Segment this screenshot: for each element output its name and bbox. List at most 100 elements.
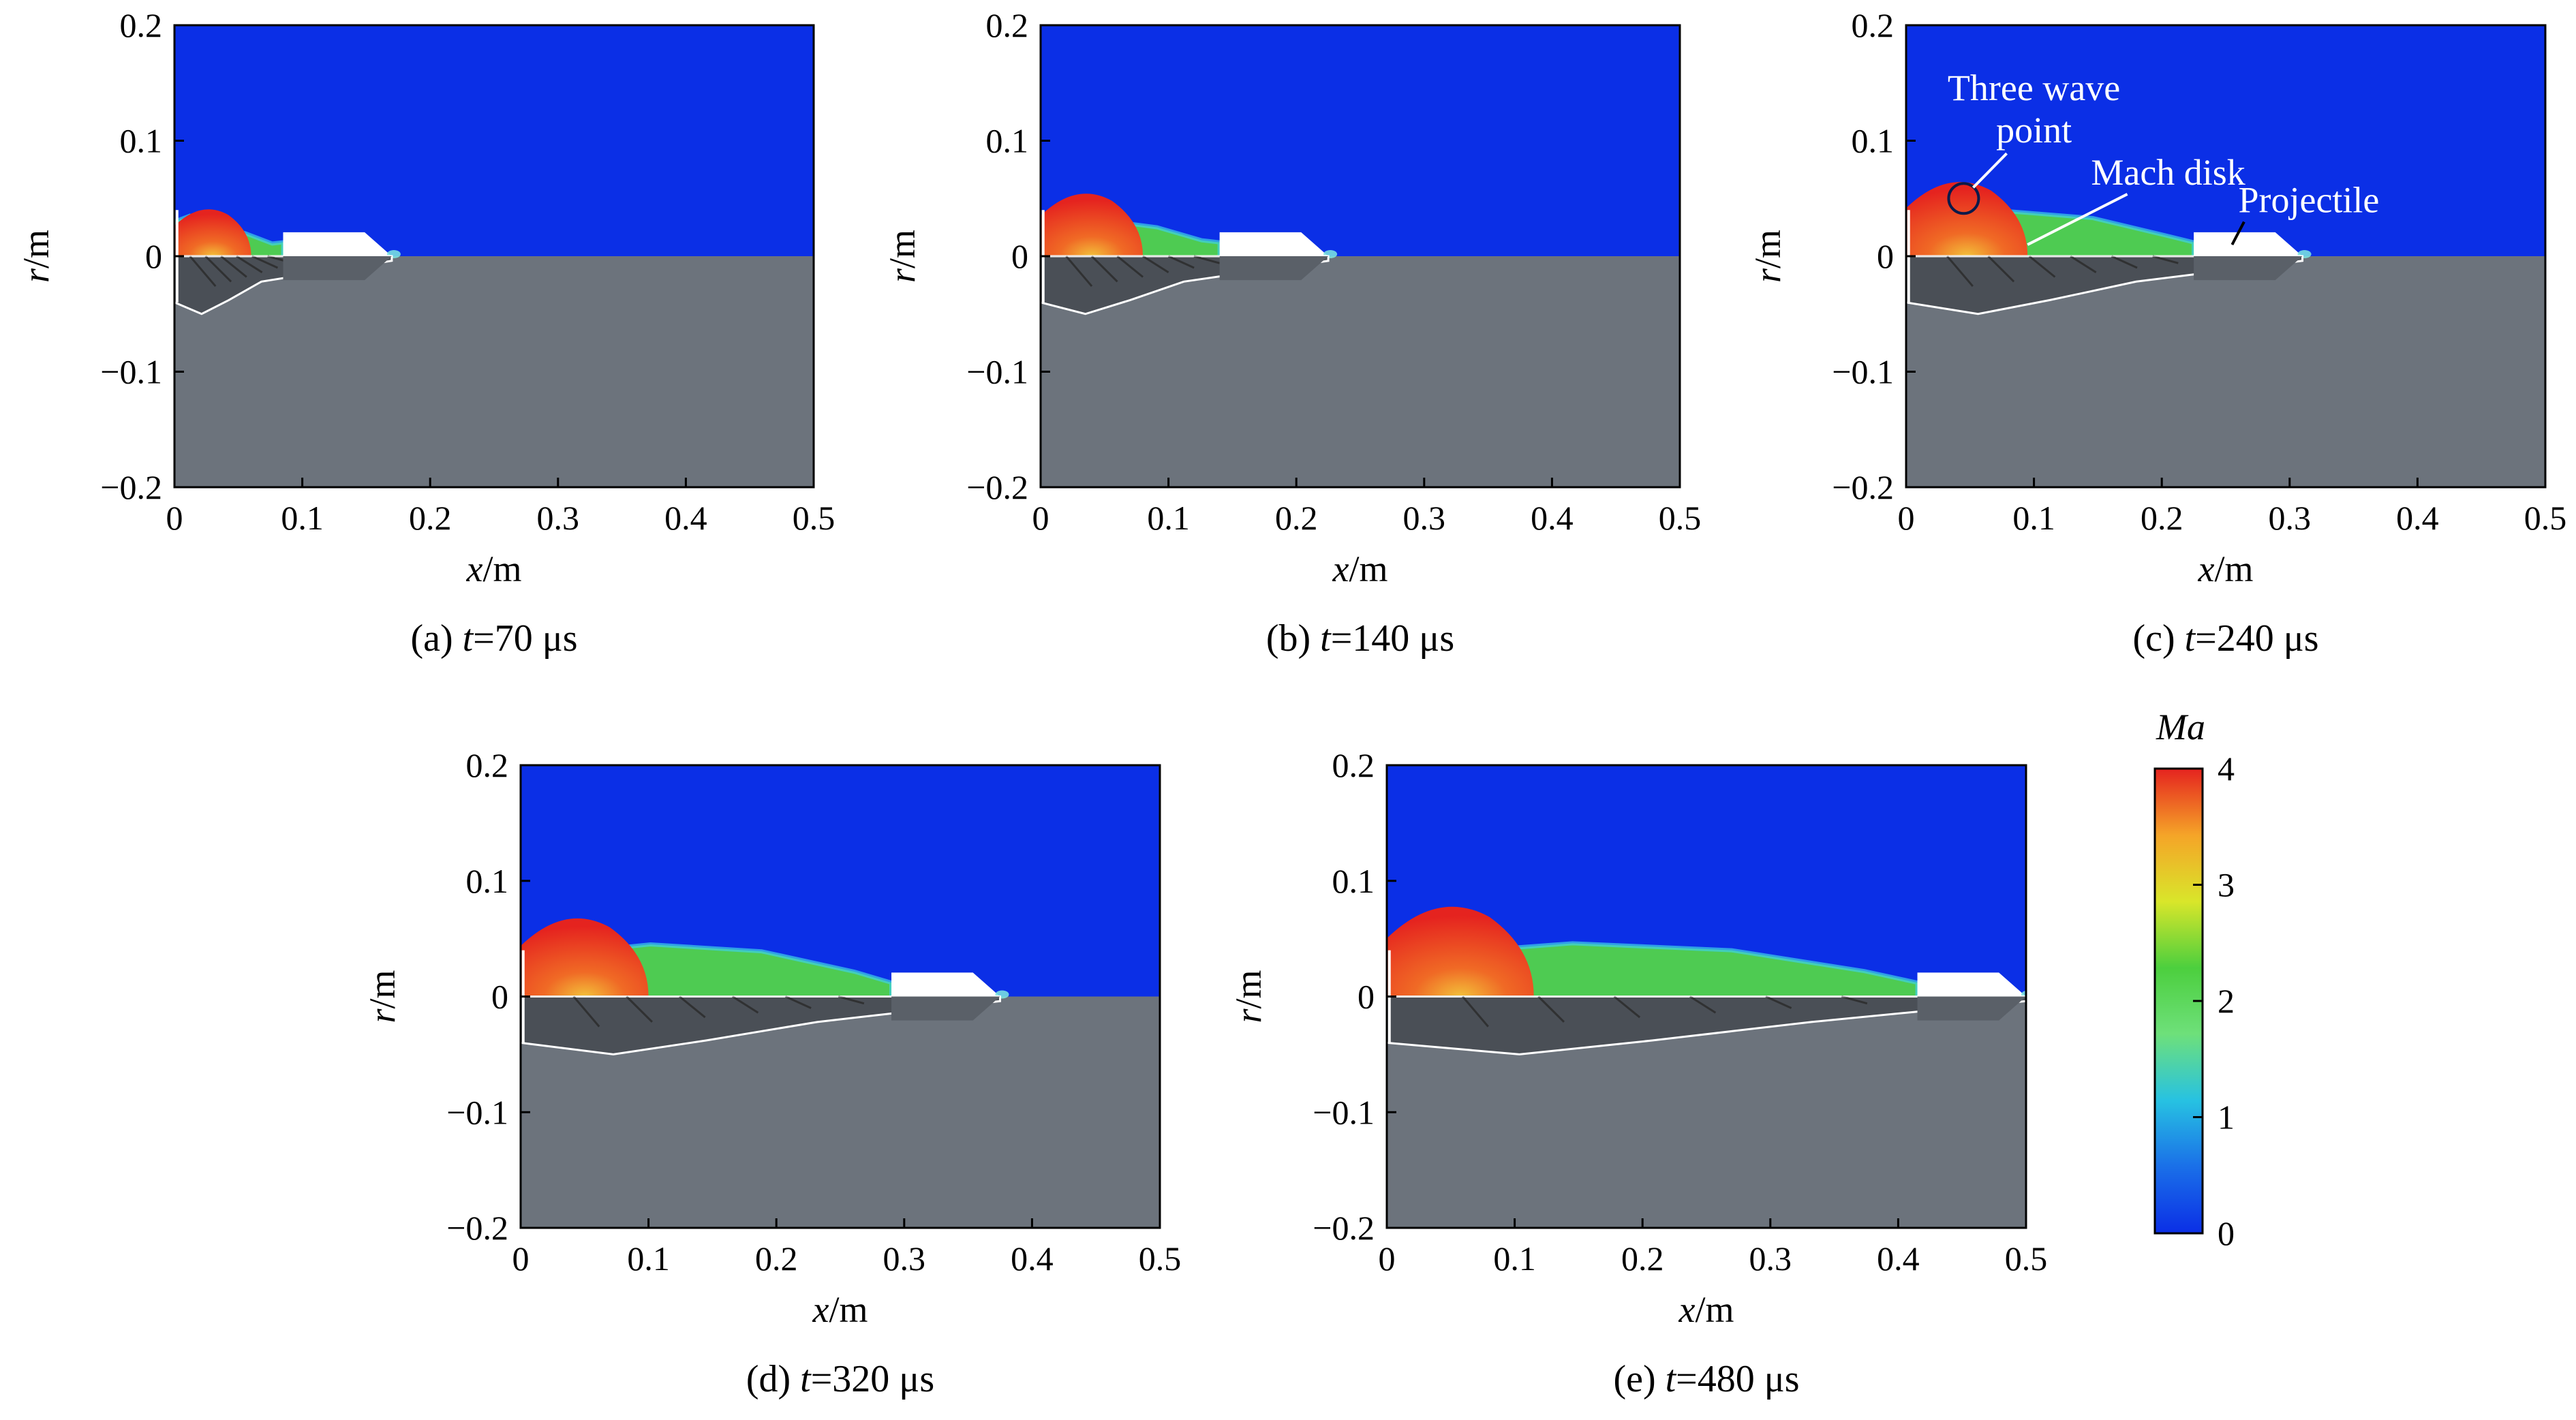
caption-var: t <box>1666 1358 1677 1400</box>
schlieren-wave <box>1065 256 1093 288</box>
x-axis-unit: /m <box>2214 549 2253 589</box>
schlieren-wave <box>838 995 865 1005</box>
panel-a: 0 0.1 0.2 0.3 0.4 0.50.20.10−0.1−0.2x/mr/m(a)… <box>16 6 835 660</box>
y-tick-label: 0 <box>145 237 162 275</box>
caption-var: t <box>463 617 474 660</box>
x-tick-label: 0.4 <box>664 499 707 537</box>
projectile-lower <box>1917 996 2026 1021</box>
panel-d: 0 0.1 0.2 0.3 0.4 0.50.20.10−0.1−0.2x/mr/m(d)… <box>362 746 1181 1400</box>
y-tick-label: 0.1 <box>986 122 1029 160</box>
y-axis-label: r/m <box>1747 230 1788 283</box>
caption-prefix: (d) <box>746 1358 800 1400</box>
three-wave-point-marker <box>1947 182 1980 215</box>
x-tick-label: 0.2 <box>755 1239 798 1278</box>
x-tick-label: 0.5 <box>793 499 835 537</box>
y-tick-label: 0 <box>491 978 508 1016</box>
caption-value: =140 μs <box>1331 617 1454 660</box>
x-axis-label: x/m <box>2198 549 2254 589</box>
caption-prefix: (c) <box>2132 617 2184 660</box>
projectile-upper <box>283 232 392 256</box>
projectile-lower <box>891 996 1000 1021</box>
y-axis-var: r <box>1747 268 1788 283</box>
caption-value: =240 μs <box>2195 617 2318 660</box>
projectile-lower <box>1219 256 1329 281</box>
y-tick-label: 0.2 <box>120 6 163 44</box>
y-tick-label: 0.2 <box>466 746 509 784</box>
y-axis-var: r <box>362 1008 403 1023</box>
y-tick-label: 0.1 <box>1332 862 1375 900</box>
colorbar-ticks: 0 1 2 3 4 <box>2193 750 2235 1252</box>
y-axis-label: r/m <box>1228 970 1269 1023</box>
x-tick-label: 0.5 <box>1139 1239 1182 1278</box>
y-tick-label: 0.2 <box>1852 6 1895 44</box>
supersonic-core <box>1041 194 1144 256</box>
supersonic-core <box>174 209 251 256</box>
y-axis-label: r/m <box>362 970 403 1023</box>
panel-b: 0 0.1 0.2 0.3 0.4 0.50.20.10−0.1−0.2x/mr/m(b)… <box>882 6 1701 660</box>
schlieren-wave <box>1462 995 1489 1028</box>
schlieren-wave <box>679 995 706 1019</box>
annotation-label: Mach disk <box>2091 152 2245 193</box>
y-tick-label: −0.1 <box>966 353 1028 391</box>
schlieren-wake <box>1387 995 2026 1055</box>
schlieren-wave <box>2111 255 2138 269</box>
y-axis-var: r <box>1228 1008 1269 1023</box>
x-axis-label: x/m <box>1678 1289 1734 1330</box>
x-axis-var: x <box>812 1289 829 1330</box>
plot-area <box>1387 765 2026 1228</box>
projectile-upper <box>2194 232 2303 256</box>
schlieren-wave <box>1090 255 1118 283</box>
schlieren-wave <box>1613 995 1641 1019</box>
x-tick-label: 0.2 <box>1275 499 1318 537</box>
y-tick-label: −0.1 <box>1832 353 1894 391</box>
y-tick-label: 0.2 <box>986 6 1029 44</box>
x-tick-label: 0.1 <box>1493 1239 1536 1278</box>
schlieren-wave <box>1841 995 1868 1005</box>
x-axis-unit: /m <box>829 1289 868 1330</box>
schlieren-wave <box>220 255 247 278</box>
x-tick-label: 0 <box>1898 499 1915 537</box>
y-tick-label: 0 <box>1011 237 1028 275</box>
x-axis-unit: /m <box>1349 549 1387 589</box>
y-tick-label: −0.1 <box>1313 1093 1375 1131</box>
schlieren-wave <box>1689 995 1717 1014</box>
x-tick-label: 0.4 <box>2396 499 2439 537</box>
projectile-lower <box>2194 256 2303 281</box>
schlieren-wave <box>1193 255 1221 264</box>
caption-var: t <box>1320 617 1332 660</box>
schlieren-wave <box>251 255 279 269</box>
x-axis-var: x <box>2198 549 2215 589</box>
schlieren-wave <box>1116 255 1144 278</box>
y-tick-label: −0.2 <box>966 468 1028 506</box>
x-tick-label: 0.3 <box>1749 1239 1792 1278</box>
x-tick-label: 0 <box>512 1239 530 1278</box>
x-tick-label: 0 <box>1032 499 1049 537</box>
caption-value: =320 μs <box>811 1358 934 1400</box>
x-tick-label: 0.3 <box>1403 499 1446 537</box>
schlieren-wave <box>1537 995 1565 1023</box>
x-tick-label: 0.5 <box>2524 499 2567 537</box>
schlieren-field-lower <box>174 256 814 487</box>
y-axis-unit: /m <box>16 230 57 268</box>
x-tick-label: 0 <box>166 499 183 537</box>
schlieren-wave <box>2028 255 2056 278</box>
x-tick-label: 0.3 <box>2269 499 2312 537</box>
caption-var: t <box>800 1358 812 1400</box>
colorbar-label: Ma <box>2156 707 2205 747</box>
y-tick-label: 0 <box>1877 237 1894 275</box>
mach-field-upper <box>174 25 814 256</box>
annotation-leader <box>2027 193 2128 246</box>
projectile-upper <box>1917 972 2026 997</box>
annotation-label: Projectile <box>2238 180 2379 221</box>
x-axis-unit: /m <box>1695 1289 1734 1330</box>
schlieren-wake <box>174 255 393 315</box>
y-tick-label: −0.2 <box>1313 1209 1375 1247</box>
colorbar-tick-label: 4 <box>2218 750 2235 788</box>
x-axis-var: x <box>1332 549 1349 589</box>
panel-caption: (a) t=70 μs <box>410 617 577 660</box>
y-axis-var: r <box>882 268 923 283</box>
x-tick-label: 0.3 <box>883 1239 926 1278</box>
schlieren-wave <box>236 255 263 273</box>
